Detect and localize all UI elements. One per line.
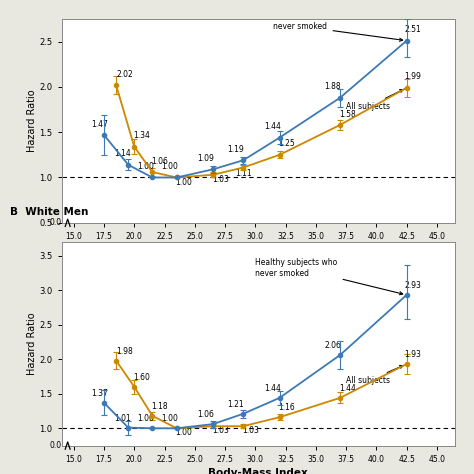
Text: 1.00: 1.00 — [175, 178, 192, 187]
Text: 1.58: 1.58 — [339, 109, 356, 118]
Text: 1.16: 1.16 — [278, 403, 295, 412]
Text: Healthy subjects who
never smoked: Healthy subjects who never smoked — [255, 258, 403, 295]
Text: 1.00: 1.00 — [137, 162, 154, 171]
X-axis label: Body-Mass Index: Body-Mass Index — [209, 245, 308, 255]
Text: 1.14: 1.14 — [114, 149, 130, 158]
Y-axis label: Hazard Ratio: Hazard Ratio — [27, 312, 36, 375]
X-axis label: Body-Mass Index: Body-Mass Index — [209, 468, 308, 474]
Text: 1.01: 1.01 — [114, 414, 130, 423]
Text: 1.98: 1.98 — [116, 347, 133, 356]
Text: 1.60: 1.60 — [133, 373, 150, 382]
Text: 1.00: 1.00 — [137, 414, 154, 423]
Text: 1.37: 1.37 — [91, 389, 108, 398]
Text: 1.00: 1.00 — [161, 162, 178, 171]
Text: 0.0: 0.0 — [49, 441, 62, 450]
Text: 1.03: 1.03 — [242, 426, 259, 435]
Text: 1.00: 1.00 — [161, 414, 178, 423]
Text: 2.51: 2.51 — [404, 26, 421, 34]
Text: 2.93: 2.93 — [404, 281, 421, 290]
Text: 2.02: 2.02 — [116, 70, 133, 79]
Text: 0.0: 0.0 — [49, 219, 62, 227]
Text: 1.25: 1.25 — [278, 139, 295, 148]
Y-axis label: Hazard Ratio: Hazard Ratio — [27, 90, 36, 152]
Text: 1.99: 1.99 — [404, 73, 421, 82]
Text: 1.44: 1.44 — [264, 384, 281, 393]
Text: 1.11: 1.11 — [235, 169, 252, 178]
Text: B  White Men: B White Men — [10, 207, 89, 217]
Text: 1.34: 1.34 — [133, 131, 150, 140]
Text: 1.47: 1.47 — [91, 119, 108, 128]
Text: 1.93: 1.93 — [404, 350, 421, 359]
Text: 1.00: 1.00 — [175, 428, 192, 437]
Text: 1.21: 1.21 — [228, 400, 244, 409]
Text: 1.06: 1.06 — [151, 157, 168, 166]
Text: 1.09: 1.09 — [197, 154, 214, 163]
Text: 1.44: 1.44 — [339, 384, 356, 393]
Text: 1.06: 1.06 — [197, 410, 214, 419]
Text: All subjects: All subjects — [346, 90, 403, 111]
Text: 1.18: 1.18 — [151, 402, 168, 411]
Text: 1.19: 1.19 — [228, 145, 244, 154]
Text: 2.06: 2.06 — [324, 341, 341, 350]
Text: 1.44: 1.44 — [264, 122, 281, 131]
Text: 1.88: 1.88 — [325, 82, 341, 91]
Text: 1.03: 1.03 — [212, 426, 228, 435]
Text: All subjects: All subjects — [346, 365, 403, 385]
Text: 1.03: 1.03 — [212, 175, 228, 184]
Text: never smoked: never smoked — [273, 22, 402, 41]
